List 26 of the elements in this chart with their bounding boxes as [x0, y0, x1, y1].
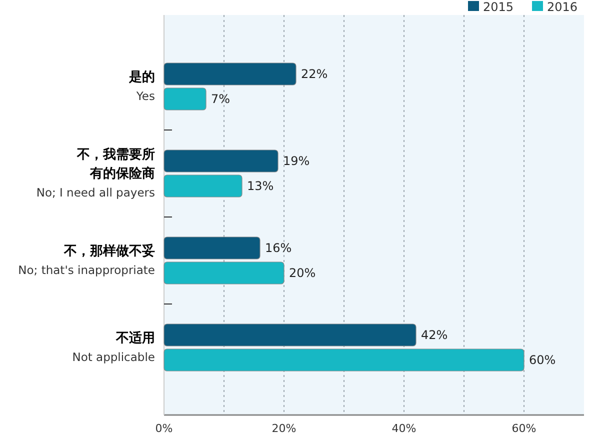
legend-label: 2016: [547, 0, 578, 14]
text: 22%: [301, 67, 328, 81]
x-tick-label: 60%: [512, 422, 536, 435]
bar: [164, 348, 524, 372]
bar: [164, 62, 296, 86]
bar: [164, 174, 242, 198]
bar: [164, 150, 278, 172]
y-tick-label: 不，那样做不妥 No; that's inappropriate: [18, 243, 155, 277]
text: 60%: [529, 353, 556, 367]
text: 42%: [421, 328, 448, 342]
text: 13%: [247, 179, 274, 193]
y-tick-label: 是的 Yes: [128, 70, 155, 103]
bar: [164, 324, 416, 346]
y-tick-label: 不适用 Not applicable: [72, 330, 155, 364]
y-tick-label: 不，我需要所有的保险商 No; I need all payers: [36, 146, 155, 200]
bar: [164, 88, 206, 110]
bar: [164, 262, 284, 284]
text: 19%: [283, 154, 310, 168]
x-tick-label: 20%: [272, 422, 296, 435]
text: 7%: [211, 92, 230, 106]
bar: [164, 236, 260, 260]
text: 20%: [289, 266, 316, 280]
text: 16%: [265, 241, 292, 255]
x-tick-label: 40%: [392, 422, 416, 435]
x-tick-label: 0%: [155, 422, 173, 435]
legend-label: 2015: [483, 0, 514, 14]
